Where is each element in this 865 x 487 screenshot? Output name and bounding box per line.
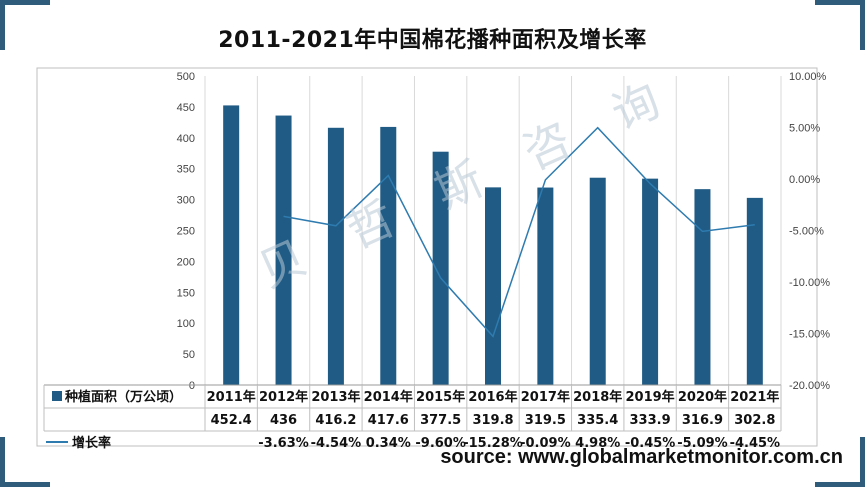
x-tick-label: 2017年 (521, 389, 570, 405)
bar-data-label: 302.8 (734, 413, 775, 428)
corner-top-right-h (815, 0, 865, 5)
bar (537, 187, 554, 385)
y-left-tick-label: 350 (177, 164, 195, 176)
y-right-tick-label: -15.00% (789, 329, 830, 341)
y-left-tick-label: 250 (177, 226, 195, 238)
x-tick-label: 2021年 (730, 389, 779, 405)
y-left-tick-label: 200 (177, 256, 195, 268)
bar-data-label: 377.5 (420, 413, 461, 428)
line-data-label: -15.28% (463, 436, 523, 451)
bar (380, 126, 397, 385)
y-right-tick-label: -5.00% (789, 226, 824, 238)
legend-line-label: 增长率 (72, 435, 111, 451)
bar (275, 115, 292, 385)
x-tick-label: 2012年 (259, 389, 308, 405)
y-left-tick-label: 0 (189, 380, 195, 392)
bar (327, 127, 344, 386)
line-data-label: -0.45% (625, 436, 676, 451)
y-left-tick-label: 450 (177, 102, 195, 114)
y-right-tick-label: 5.00% (789, 123, 820, 135)
chart-frame (36, 67, 818, 447)
y-right-tick-label: 10.00% (789, 71, 827, 83)
corner-top-left-h (0, 0, 50, 5)
line-data-label: -0.09% (520, 436, 571, 451)
legend-bar-label: 种植面积（万公顷） (64, 389, 182, 405)
y-left-tick-label: 150 (177, 287, 195, 299)
y-left-tick-label: 500 (177, 71, 195, 83)
bar (432, 151, 449, 385)
bar-data-label: 319.5 (525, 413, 566, 428)
line-data-label: -4.54% (311, 436, 362, 451)
x-tick-label: 2018年 (573, 389, 622, 405)
corner-bottom-left-v (0, 437, 5, 487)
bar-data-label: 319.8 (472, 413, 513, 428)
line-data-label: -5.09% (677, 436, 728, 451)
line-data-label: 4.98% (575, 436, 620, 451)
x-tick-label: 2019年 (625, 389, 674, 405)
x-tick-label: 2014年 (364, 389, 413, 405)
corner-bottom-right-v (860, 437, 865, 487)
bar-data-label: 436 (270, 413, 297, 428)
bar (642, 178, 659, 385)
bar (746, 197, 763, 385)
y-right-tick-label: -20.00% (789, 380, 830, 392)
corner-bottom-left-h (0, 482, 50, 487)
y-right-tick-label: 0.00% (789, 174, 820, 186)
x-tick-label: 2020年 (678, 389, 727, 405)
bar-data-label: 452.4 (211, 413, 252, 428)
corner-top-left-v (0, 0, 5, 50)
y-left-tick-label: 50 (183, 349, 195, 361)
bar (223, 105, 240, 385)
y-right-tick-label: -10.00% (789, 277, 830, 289)
y-left-tick-label: 100 (177, 318, 195, 330)
x-tick-label: 2015年 (416, 389, 465, 405)
bar-data-label: 335.4 (577, 413, 618, 428)
bar-data-label: 417.6 (368, 413, 409, 428)
bar (589, 177, 606, 385)
x-tick-label: 2011年 (207, 389, 256, 405)
growth-rate-line (283, 126, 755, 338)
line-data-label: -3.63% (258, 436, 309, 451)
source-note: source: www.globalmarketmonitor.com.cn (440, 446, 843, 468)
y-left-tick-label: 400 (177, 133, 195, 145)
x-tick-label: 2013年 (311, 389, 360, 405)
bar-data-label: 416.2 (315, 413, 356, 428)
bar-data-label: 316.9 (682, 413, 723, 428)
line-data-label: -9.60% (415, 436, 466, 451)
line-data-label: 0.34% (366, 436, 411, 451)
corner-bottom-right-h (815, 482, 865, 487)
line-data-label: -4.45% (730, 436, 781, 451)
bar (485, 187, 501, 385)
bar-data-label: 333.9 (630, 413, 671, 428)
legend-bar-swatch (52, 391, 62, 401)
corner-top-right-v (860, 0, 865, 50)
bar (694, 189, 711, 385)
y-left-tick-label: 300 (177, 195, 195, 207)
x-tick-label: 2016年 (468, 389, 517, 405)
chart-title: 2011-2021年中国棉花播种面积及增长率 (218, 28, 647, 53)
